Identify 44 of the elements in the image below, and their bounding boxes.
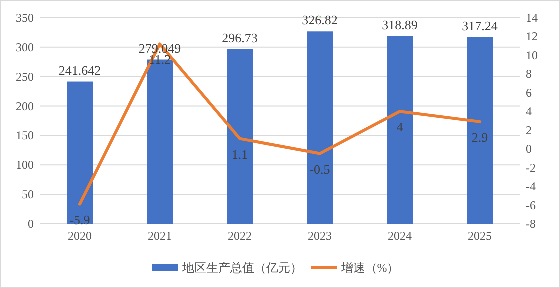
x-tick-label: 2024 xyxy=(388,229,412,243)
y2-tick-label: 10 xyxy=(526,48,538,62)
y2-tick-label: 4 xyxy=(526,104,532,119)
y2-tick-label: -8 xyxy=(526,217,536,231)
legend-label: 增速（%） xyxy=(340,261,400,275)
data-label: 318.89 xyxy=(382,17,418,32)
data-label: 4 xyxy=(396,120,404,135)
data-label: 326.82 xyxy=(302,12,338,28)
data-label: 241.642 xyxy=(58,62,102,78)
y-tick-label: 350 xyxy=(16,11,34,25)
x-tick-label: 2023 xyxy=(308,229,332,243)
y2-tick-label: 14 xyxy=(526,11,538,25)
data-label: 1.1 xyxy=(232,146,248,162)
bar xyxy=(467,37,493,224)
y2-tick-label: -2 xyxy=(526,160,536,175)
legend-label: 地区生产总值（亿元） xyxy=(181,261,302,275)
x-tick-label: 2025 xyxy=(468,229,492,243)
x-tick-label: 2022 xyxy=(228,229,252,243)
x-tick-label: 2021 xyxy=(148,229,172,243)
y2-tick-label: 8 xyxy=(526,67,532,82)
bar xyxy=(67,82,93,224)
x-tick-label: 2020 xyxy=(68,229,92,243)
y2-tick-label: 12 xyxy=(526,30,538,44)
bar xyxy=(307,32,333,224)
data-label: -5.9 xyxy=(70,212,90,228)
y-tick-label: 150 xyxy=(16,128,34,143)
data-label: 2.9 xyxy=(472,130,488,145)
y-tick-label: 50 xyxy=(22,188,34,202)
y-tick-label: 200 xyxy=(16,99,34,114)
bar xyxy=(387,36,413,224)
y-tick-label: 0 xyxy=(28,217,34,231)
y2-tick-label: 2 xyxy=(526,123,532,138)
y2-tick-label: 6 xyxy=(526,86,532,100)
data-label: 296.73 xyxy=(222,30,258,46)
y2-tick-label: -4 xyxy=(526,180,536,194)
data-label: 11.2 xyxy=(148,52,172,68)
y-tick-label: 250 xyxy=(16,70,34,84)
data-label: 317.24 xyxy=(462,18,498,34)
data-label: -0.5 xyxy=(310,162,330,177)
bar xyxy=(227,49,253,224)
y2-tick-label: 0 xyxy=(526,142,532,156)
y2-tick-label: -6 xyxy=(526,198,536,212)
y-tick-label: 300 xyxy=(16,40,34,54)
y-tick-label: 100 xyxy=(16,158,34,172)
